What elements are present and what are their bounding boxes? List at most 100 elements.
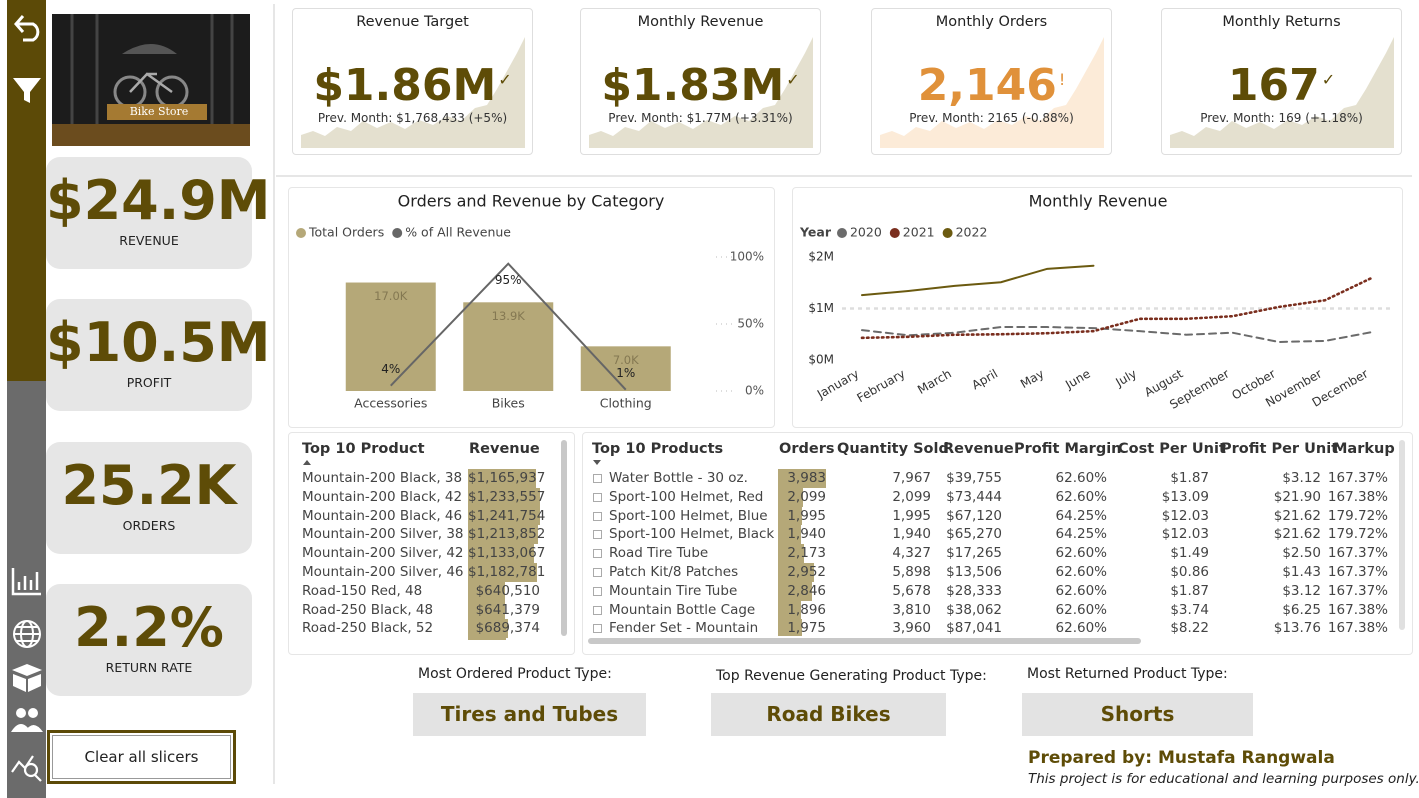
bar bbox=[463, 302, 554, 391]
table-cell: $13,506 bbox=[946, 564, 1002, 580]
table-cell: Road-250 Black, 52 bbox=[302, 620, 434, 637]
table-cell: 1,940 bbox=[892, 526, 931, 543]
table-cell: Road-250 Red, 58 bbox=[302, 638, 462, 640]
legend-marker bbox=[889, 228, 900, 238]
table-cell: Sport-100 Helmet, Red bbox=[609, 488, 764, 505]
table-cell: $1.87 bbox=[1170, 582, 1209, 599]
callout-label: Top Revenue Generating Product Type: bbox=[716, 668, 987, 684]
sparkline-area bbox=[589, 37, 813, 148]
y2-tick-label: 50% bbox=[737, 317, 764, 331]
kpi-card: Monthly Returns 167 ✓ Prev. Month: 169 (+1.… bbox=[1161, 8, 1402, 155]
legend-marker bbox=[296, 228, 306, 238]
table-cell: $1.43 bbox=[1282, 564, 1321, 580]
sparkline bbox=[1170, 37, 1394, 148]
table-cell: Road-250 Black, 48 bbox=[302, 601, 434, 618]
analytics-icon[interactable] bbox=[11, 755, 42, 782]
table-cell: 179.72% bbox=[1327, 507, 1388, 524]
table-cell: Fender Set - Mountain bbox=[609, 620, 759, 636]
callout-label: Most Ordered Product Type: bbox=[418, 666, 612, 682]
sparkline bbox=[301, 37, 525, 148]
line-series bbox=[390, 262, 627, 391]
table-cell: $641,379 bbox=[475, 601, 540, 618]
column-header: Top 10 Products bbox=[592, 441, 724, 457]
table-cell: 7,967 bbox=[892, 470, 931, 486]
table-cell: 2,099 bbox=[892, 488, 931, 505]
x-tick-label: February bbox=[854, 367, 907, 406]
table-cell: Patch Kit/8 Patches bbox=[609, 564, 739, 580]
scrollbar[interactable] bbox=[1399, 440, 1405, 630]
table-cell: 1,975 bbox=[787, 620, 826, 636]
table-cell: $67,120 bbox=[946, 507, 1002, 524]
sparkline-area bbox=[880, 37, 1104, 148]
legend-marker bbox=[392, 228, 403, 238]
box-icon[interactable] bbox=[12, 664, 42, 692]
x-tick-label: Clothing bbox=[600, 396, 652, 411]
scrollbar[interactable] bbox=[588, 638, 1141, 644]
table-cell: 167.37% bbox=[1327, 564, 1388, 580]
table-cell: Mountain Tire Tube bbox=[609, 582, 738, 599]
kpi-value: 167 bbox=[1227, 60, 1320, 111]
data-bar bbox=[778, 487, 804, 507]
table-cell: 167.37% bbox=[1327, 545, 1388, 562]
table-cell: 1,940 bbox=[787, 526, 826, 543]
scrollbar[interactable] bbox=[561, 440, 567, 636]
data-bar bbox=[468, 487, 540, 507]
table-cell: $8.22 bbox=[1170, 620, 1209, 636]
data-bar bbox=[778, 619, 802, 636]
column-header: Profit Margin bbox=[1014, 441, 1122, 457]
filter-icon[interactable] bbox=[13, 78, 41, 103]
table-cell: $1,133,067 bbox=[468, 545, 546, 562]
line-series bbox=[861, 264, 1095, 297]
people-icon[interactable] bbox=[11, 708, 43, 732]
chart: Orders and Revenue by Category Total Orde… bbox=[296, 192, 764, 411]
kpi-card: Monthly Revenue $1.83M ✓ Prev. Month: $1.77… bbox=[580, 8, 821, 155]
store-image: Bike Store bbox=[52, 14, 250, 146]
table-cell: $21.62 bbox=[1273, 526, 1321, 543]
table-cell: $689,374 bbox=[475, 620, 540, 637]
back-icon[interactable] bbox=[14, 15, 40, 42]
y-tick-label: $0M bbox=[808, 353, 834, 367]
expand-icon bbox=[593, 511, 602, 521]
x-tick-label: July bbox=[1112, 367, 1139, 390]
expand-icon bbox=[593, 474, 602, 483]
kpi-value: 2,146 bbox=[917, 60, 1057, 111]
nav-icons bbox=[11, 15, 43, 782]
line-label: 4% bbox=[381, 362, 400, 376]
globe-icon[interactable] bbox=[13, 620, 41, 648]
table-cell: 167.37% bbox=[1327, 582, 1388, 599]
table-cell: 167.37% bbox=[1327, 470, 1388, 486]
table-cell: $3.12 bbox=[1282, 470, 1321, 486]
chart-icon[interactable] bbox=[11, 568, 41, 596]
table-cell: 62.60% bbox=[1055, 620, 1107, 636]
x-tick-label: June bbox=[1062, 367, 1093, 393]
bar-label: 7.0K bbox=[613, 353, 639, 367]
kpi-indicator: ✓ bbox=[1321, 70, 1336, 89]
callout-value: Road Bikes bbox=[711, 693, 946, 736]
y-tick-label: $2M bbox=[808, 250, 834, 264]
x-tick-label: May bbox=[1018, 367, 1046, 392]
legend-label: 2021 bbox=[903, 225, 935, 240]
callout-label: Most Returned Product Type: bbox=[1027, 666, 1228, 682]
author: Prepared by: Mustafa Rangwala bbox=[1028, 748, 1335, 768]
table-cell: 62.60% bbox=[1055, 601, 1107, 618]
legend-marker bbox=[942, 228, 953, 238]
kpi-card: Monthly Orders 2,146! Prev. Month: 2165 (-… bbox=[871, 8, 1112, 155]
data-bar bbox=[468, 563, 537, 582]
summary-label: ORDERS bbox=[122, 518, 176, 533]
expand-icon bbox=[593, 586, 602, 596]
data-bar bbox=[468, 619, 508, 639]
data-bar bbox=[468, 581, 506, 601]
kpi-value: $1.83M bbox=[601, 60, 785, 111]
table-cell: $1.49 bbox=[1170, 545, 1209, 562]
summary-label: RETURN RATE bbox=[105, 660, 193, 675]
clear-slicers-button[interactable]: Clear all slicers bbox=[47, 730, 236, 784]
x-tick-label: March bbox=[915, 367, 954, 397]
x-tick-label: Accessories bbox=[354, 396, 427, 411]
table-cell: Mountain-200 Black, 42 bbox=[302, 488, 463, 505]
table-cell: 2,846 bbox=[787, 582, 826, 599]
table-cell: Mountain-200 Black, 38 bbox=[302, 470, 463, 486]
table-cell: 1,995 bbox=[787, 507, 826, 524]
x-tick-label: January bbox=[814, 367, 861, 402]
legend-label: 2020 bbox=[850, 225, 882, 240]
kpi-value-row: 167 ✓ bbox=[1162, 59, 1401, 122]
